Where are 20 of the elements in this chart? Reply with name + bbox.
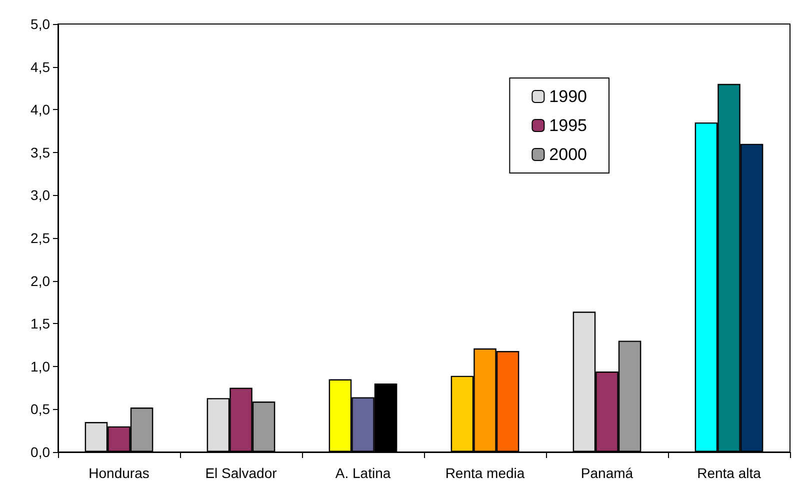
y-tick-label: 4,0 <box>30 102 50 118</box>
y-tick-label: 3,0 <box>30 187 50 204</box>
y-tick-label: 4,5 <box>30 58 50 75</box>
legend-label: 2000 <box>549 145 588 164</box>
y-tick-label: 0,0 <box>30 444 50 460</box>
y-tick-label: 0,5 <box>30 401 50 418</box>
y-tick-label: 2,0 <box>30 272 50 289</box>
y-tick-label: 3,5 <box>30 144 50 160</box>
y-tick-label: 5,0 <box>30 16 50 32</box>
x-tick-label: El Salvador <box>205 465 278 481</box>
x-tick-label: Renta media <box>445 465 525 481</box>
legend-label: 1995 <box>549 116 588 135</box>
x-tick-label: Panamá <box>580 465 634 481</box>
x-tick-label: A. Latina <box>335 465 391 481</box>
x-tick-label: Renta alta <box>697 465 762 481</box>
legend-label: 1990 <box>549 87 588 106</box>
x-tick-label: Honduras <box>88 465 150 481</box>
y-tick-label: 1,5 <box>30 316 50 332</box>
y-tick-label: 1,0 <box>30 358 50 374</box>
y-tick-label: 2,5 <box>30 230 50 246</box>
